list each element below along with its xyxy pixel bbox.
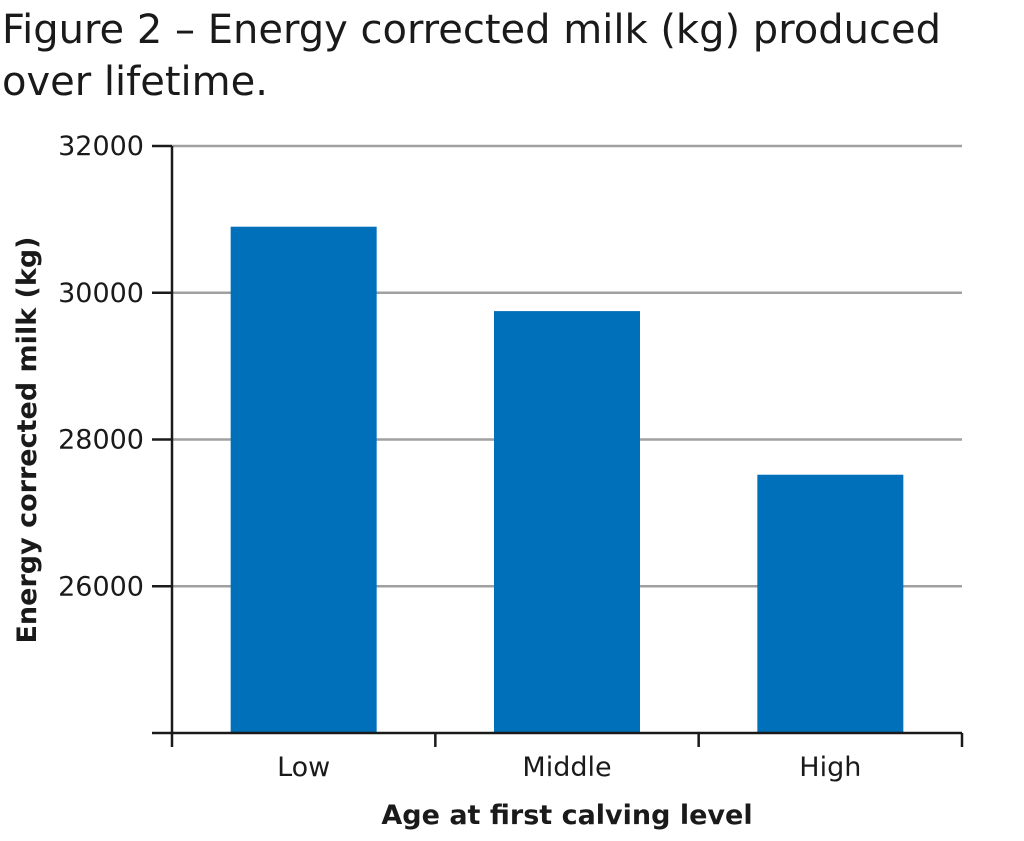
x-tick-label: High — [799, 752, 861, 783]
bar-low — [230, 226, 377, 733]
y-tick-label: 30000 — [58, 278, 144, 309]
y-tick-label: 28000 — [58, 425, 144, 456]
x-tick-label: Middle — [522, 752, 611, 783]
bar-middle — [494, 311, 640, 733]
x-tick-labels: Low Middle High — [277, 752, 861, 783]
y-tick-label: 32000 — [58, 131, 144, 162]
y-axis-title: Energy corrected milk (kg) — [12, 236, 43, 643]
x-tick-label: Low — [277, 752, 330, 783]
x-axis-title: Age at first calving level — [381, 800, 752, 831]
y-tick-labels: 26000 28000 30000 32000 — [58, 131, 144, 602]
y-tick-label: 26000 — [58, 571, 144, 602]
bars — [230, 226, 904, 733]
axes — [152, 144, 964, 747]
chart-title: Figure 2 – Energy corrected milk (kg) pr… — [2, 7, 941, 105]
bar-high — [757, 474, 904, 733]
